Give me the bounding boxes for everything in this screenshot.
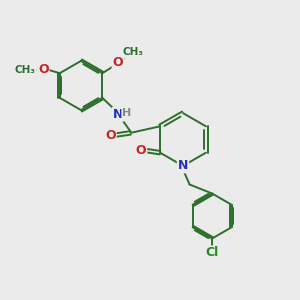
Text: O: O bbox=[105, 129, 116, 142]
Text: CH₃: CH₃ bbox=[123, 47, 144, 57]
Text: Cl: Cl bbox=[206, 246, 219, 260]
Text: CH₃: CH₃ bbox=[15, 64, 36, 75]
Text: O: O bbox=[136, 144, 146, 157]
Text: O: O bbox=[112, 56, 123, 69]
Text: N: N bbox=[113, 108, 123, 121]
Text: H: H bbox=[122, 107, 131, 118]
Text: N: N bbox=[178, 159, 188, 172]
Text: O: O bbox=[38, 63, 49, 76]
